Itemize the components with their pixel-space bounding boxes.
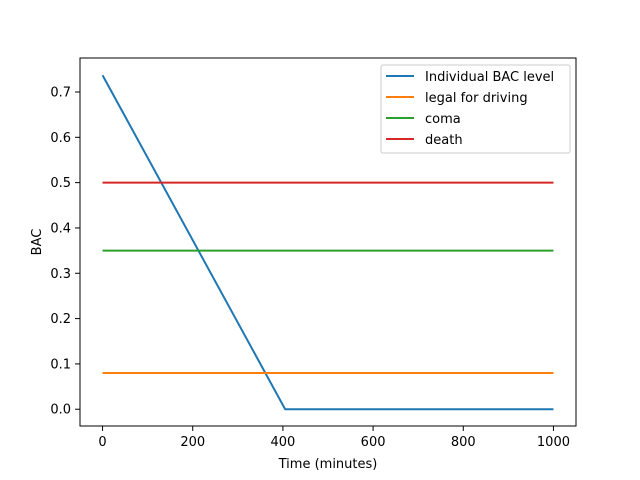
- series-layer: [101, 74, 554, 411]
- legend-label-coma: coma: [425, 112, 461, 127]
- y-tick-label: 0.2: [50, 312, 71, 327]
- y-tick-label: 0.3: [50, 267, 71, 282]
- y-tick-label: 0.5: [50, 176, 71, 191]
- y-tick-label: 0.6: [50, 131, 71, 146]
- y-axis-ticks: 0.0 0.1 0.2 0.3 0.4 0.5 0.6 0.7: [50, 85, 80, 418]
- x-tick-label: 600: [361, 435, 386, 450]
- y-tick-label: 0.0: [50, 403, 71, 418]
- x-tick-label: 800: [451, 435, 476, 450]
- series-line-individual-bac-level: [101, 74, 554, 411]
- legend-box: [380, 64, 571, 154]
- x-tick-label: 400: [270, 435, 295, 450]
- y-tick-label: 0.1: [50, 357, 71, 372]
- legend-label-death: death: [425, 133, 463, 148]
- y-tick-label: 0.7: [50, 85, 71, 100]
- x-tick-label: 0: [98, 435, 106, 450]
- y-axis-label: BAC: [30, 229, 45, 256]
- legend-label-individual-bac-level: Individual BAC level: [425, 70, 554, 85]
- legend: Individual BAC level legal for driving c…: [380, 64, 571, 154]
- x-axis-ticks: 0 200 400 600 800 1000: [98, 426, 570, 450]
- y-tick-label: 0.4: [50, 221, 71, 236]
- x-axis-label: Time (minutes): [278, 457, 378, 472]
- x-tick-label: 200: [180, 435, 205, 450]
- axes-frame: [79, 57, 577, 427]
- legend-label-legal-for-driving: legal for driving: [425, 91, 528, 106]
- x-tick-label: 1000: [537, 435, 570, 450]
